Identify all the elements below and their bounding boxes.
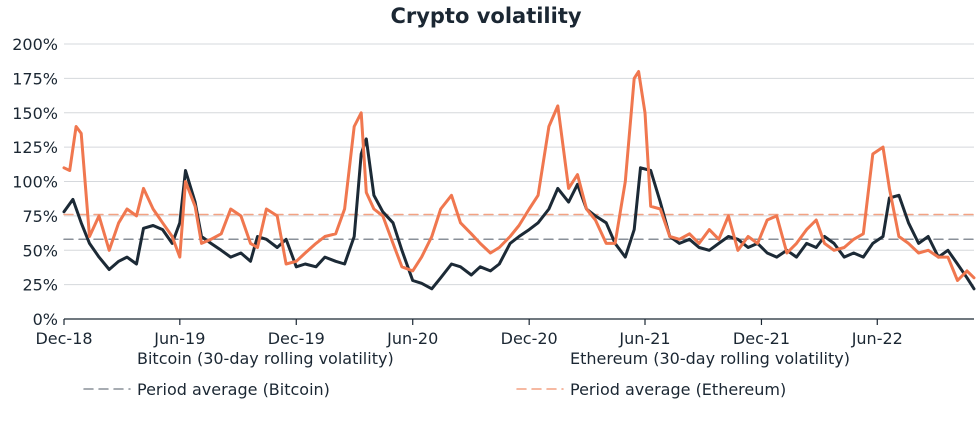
gridlines: [64, 43, 974, 286]
ethereum-volatility-line: [62, 70, 976, 282]
legend-ethereum-label: Ethereum (30-day rolling volatility): [570, 349, 850, 368]
x-tick-label: Dec-19: [268, 329, 325, 348]
bitcoin-volatility-line: [62, 137, 976, 291]
x-tick-label: Dec-20: [501, 329, 558, 348]
y-tick-label: 125%: [12, 138, 58, 157]
legend-ethereum-average-label: Period average (Ethereum): [570, 380, 786, 399]
y-tick-label: 150%: [12, 104, 58, 123]
y-tick-label: 75%: [22, 207, 58, 226]
legend-bitcoin-average-label: Period average (Bitcoin): [137, 380, 330, 399]
axes: 0% 25% 50% 75% 100% 125% 150% 175% 200% Dec-18 Jun…: [12, 35, 974, 348]
y-tick-label: 25%: [22, 276, 58, 295]
y-tick-label: 50%: [22, 241, 58, 260]
y-tick-label: 200%: [12, 35, 58, 54]
y-tick-label: 0%: [33, 310, 58, 329]
y-tick-label: 100%: [12, 173, 58, 192]
legend: Bitcoin (30-day rolling volatility) Ether…: [82, 349, 850, 399]
x-tick-label: Dec-21: [733, 329, 790, 348]
series-lines: [62, 70, 976, 291]
chart-title: Crypto volatility: [390, 4, 581, 28]
x-tick-label: Jun-20: [386, 329, 438, 348]
x-tick-label: Jun-21: [618, 329, 670, 348]
x-tick-label: Jun-19: [153, 329, 205, 348]
legend-bitcoin-label: Bitcoin (30-day rolling volatility): [137, 349, 394, 368]
x-tick-label: Dec-18: [35, 329, 92, 348]
x-tick-label: Jun-22: [851, 329, 903, 348]
y-tick-label: 175%: [12, 69, 58, 88]
